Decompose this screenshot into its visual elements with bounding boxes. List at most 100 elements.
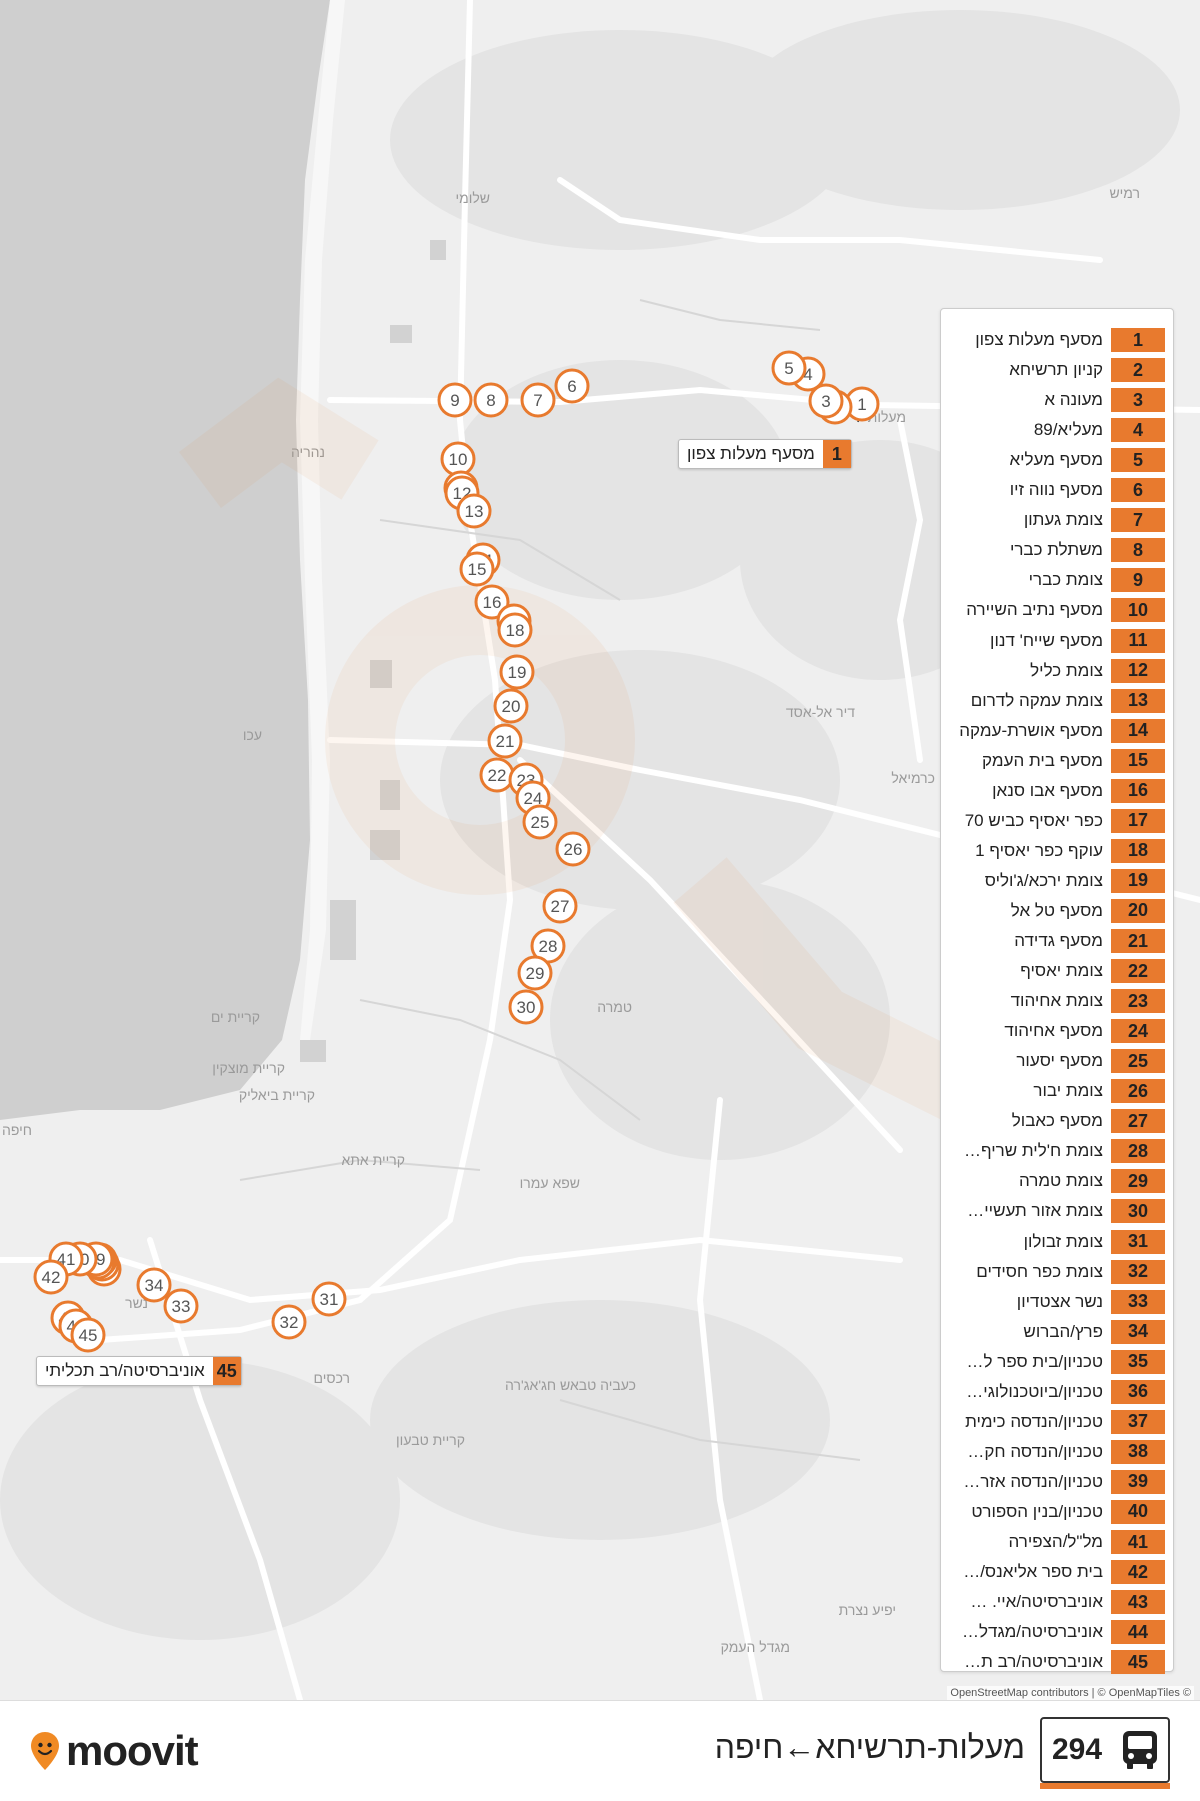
stop-marker[interactable]: 42	[33, 1259, 69, 1295]
route-map[interactable]: רמיש שלומי נהריה עכו כרמיאל דיר אל-אסד ק…	[0, 0, 1200, 1700]
stop-marker[interactable]: 20	[493, 688, 529, 724]
legend-row[interactable]: 12 צומת כליל	[941, 656, 1173, 686]
stop-marker[interactable]: 6	[554, 368, 590, 404]
legend-stop-name: צומת אחיהוד	[1010, 991, 1103, 1011]
legend-row[interactable]: 32 צומת כפר חסידים	[941, 1257, 1173, 1287]
legend-row[interactable]: 31 צומת זבולון	[941, 1227, 1173, 1257]
legend-row[interactable]: 15 מסעף בית העמק	[941, 746, 1173, 776]
legend-row[interactable]: 22 צומת יאסיף	[941, 956, 1173, 986]
stop-marker[interactable]: 26	[555, 831, 591, 867]
legend-row[interactable]: 29 צומת טמרה	[941, 1166, 1173, 1196]
stop-marker[interactable]: 5	[771, 350, 807, 386]
legend-stop-number: 44	[1111, 1620, 1165, 1645]
legend-row[interactable]: 3 מעונה א	[941, 385, 1173, 415]
place-label: כרמיאל	[891, 770, 935, 786]
stop-marker[interactable]: 22	[479, 757, 515, 793]
stop-marker[interactable]: 31	[311, 1281, 347, 1317]
legend-stop-name: צומת אזור תעשיי…	[967, 1201, 1103, 1221]
legend-row[interactable]: 38 טכניון/הנדסה חק…	[941, 1437, 1173, 1467]
legend-row[interactable]: 40 טכניון/בנין הספורט	[941, 1497, 1173, 1527]
stop-marker[interactable]: 8	[473, 382, 509, 418]
map-attribution[interactable]: OpenStreetMap contributors | © OpenMapTi…	[947, 1686, 1194, 1700]
stop-marker[interactable]: 13	[456, 493, 492, 529]
stop-marker[interactable]: 10	[440, 441, 476, 477]
legend-row[interactable]: 21 מסעף גדידה	[941, 926, 1173, 956]
stop-marker[interactable]: 45	[70, 1317, 106, 1353]
stop-marker[interactable]: 29	[517, 955, 553, 991]
legend-row[interactable]: 13 צומת עמקה לדרום	[941, 686, 1173, 716]
legend-row[interactable]: 42 בית ספר אליאנס/…	[941, 1557, 1173, 1587]
legend-row[interactable]: 18 עוקף כפר יאסיף 1	[941, 836, 1173, 866]
legend-row[interactable]: 35 טכניון/בית ספר ל…	[941, 1347, 1173, 1377]
legend-row[interactable]: 7 צומת געתון	[941, 505, 1173, 535]
legend-row[interactable]: 26 צומת יבור	[941, 1076, 1173, 1106]
stop-marker-circle	[487, 723, 523, 759]
legend-row[interactable]: 5 מסעף מעליא	[941, 445, 1173, 475]
stop-marker-number: 30	[517, 998, 536, 1017]
legend-stop-name: מסעף יסעור	[1016, 1051, 1103, 1071]
stop-marker-circle	[459, 551, 495, 587]
stop-marker[interactable]: 18	[497, 612, 533, 648]
stop-marker-number: 1	[857, 395, 866, 414]
stop-marker-circle	[33, 1259, 69, 1295]
legend-row[interactable]: 9 צומת כברי	[941, 565, 1173, 595]
stop-marker[interactable]: 30	[508, 989, 544, 1025]
legend-row[interactable]: 19 צומת ירכא/ג'וליס	[941, 866, 1173, 896]
legend-stop-name: קניון תרשיחא	[1009, 360, 1103, 380]
legend-stop-number: 14	[1111, 718, 1165, 743]
legend-row[interactable]: 16 מסעף אבו סנאן	[941, 776, 1173, 806]
legend-row[interactable]: 2 קניון תרשיחא	[941, 355, 1173, 385]
legend-stop-name: מסעף אחיהוד	[1004, 1021, 1103, 1041]
legend-stop-number: 28	[1111, 1139, 1165, 1164]
legend-row[interactable]: 30 צומת אזור תעשיי…	[941, 1196, 1173, 1226]
stop-marker[interactable]: 3	[808, 383, 844, 419]
legend-row[interactable]: 41 מל"ל/הצפירה	[941, 1527, 1173, 1557]
place-label: קריית מוצקין	[212, 1060, 285, 1076]
stop-marker-circle	[554, 368, 590, 404]
legend-row[interactable]: 1 מסעף מעלות צפון	[941, 325, 1173, 355]
legend-row[interactable]: 14 מסעף אושרת-עמקה	[941, 716, 1173, 746]
stop-marker[interactable]: 32	[271, 1304, 307, 1340]
legend-row[interactable]: 37 טכניון/הנדסה כימית	[941, 1407, 1173, 1437]
stop-marker-circle	[522, 804, 558, 840]
legend-row[interactable]: 11 מסעף שייח' דנון	[941, 626, 1173, 656]
moovit-logo[interactable]: moovit	[30, 1723, 199, 1779]
legend-stop-number: 39	[1111, 1469, 1165, 1494]
legend-row[interactable]: 25 מסעף יסעור	[941, 1046, 1173, 1076]
legend-row[interactable]: 43 אוניברסיטה/איי. …	[941, 1587, 1173, 1617]
stop-marker[interactable]: 16	[474, 584, 510, 620]
stop-marker[interactable]: 21	[487, 723, 523, 759]
legend-row[interactable]: 36 טכניון/ביוטכנולוגי…	[941, 1377, 1173, 1407]
stop-marker[interactable]: 15	[459, 551, 495, 587]
stop-marker[interactable]: 27	[542, 888, 578, 924]
legend-row[interactable]: 44 אוניברסיטה/מגדל…	[941, 1617, 1173, 1647]
stop-marker[interactable]: 7	[520, 382, 556, 418]
stop-marker-circle	[456, 493, 492, 529]
legend-stop-name: מעונה א	[1044, 390, 1103, 410]
stop-marker[interactable]: 25	[522, 804, 558, 840]
legend-row[interactable]: 28 צומת ח'לית שריף…	[941, 1136, 1173, 1166]
legend-row[interactable]: 23 צומת אחיהוד	[941, 986, 1173, 1016]
legend-row[interactable]: 33 נשר אצטדיון	[941, 1287, 1173, 1317]
legend-stop-number: 41	[1111, 1530, 1165, 1554]
legend-row[interactable]: 4 מעליא/89	[941, 415, 1173, 445]
legend-row[interactable]: 34 פרץ/הברוש	[941, 1317, 1173, 1347]
stop-marker[interactable]: 33	[163, 1288, 199, 1324]
legend-row[interactable]: 8 משתלת כברי	[941, 535, 1173, 565]
stop-marker[interactable]: 9	[437, 382, 473, 418]
legend-row[interactable]: 27 מסעף כאבול	[941, 1106, 1173, 1136]
legend-row[interactable]: 45 אוניברסיטה/רב ת…	[941, 1647, 1173, 1677]
stop-marker[interactable]: 19	[499, 654, 535, 690]
legend-row[interactable]: 24 מסעף אחיהוד	[941, 1016, 1173, 1046]
legend-stop-number: 22	[1111, 959, 1165, 984]
stop-marker[interactable]: 34	[136, 1267, 172, 1303]
legend-row[interactable]: 17 כפר יאסיף כביש 70	[941, 806, 1173, 836]
last-stop-callout[interactable]: 45 אוניברסיטה/רב תכליתי	[36, 1356, 242, 1386]
legend-row[interactable]: 39 טכניון/הנדסה אזר…	[941, 1467, 1173, 1497]
first-stop-callout[interactable]: 1 מסעף מעלות צפון	[678, 439, 852, 469]
legend-row[interactable]: 20 מסעף טל אל	[941, 896, 1173, 926]
legend-row[interactable]: 6 מסעף נווה זיו	[941, 475, 1173, 505]
legend-row[interactable]: 10 מסעף נתיב השיירה	[941, 595, 1173, 625]
legend-stop-number: 45	[1111, 1650, 1165, 1675]
stop-markers[interactable]: 1234567891011121314151617181920212223242…	[33, 350, 880, 1353]
